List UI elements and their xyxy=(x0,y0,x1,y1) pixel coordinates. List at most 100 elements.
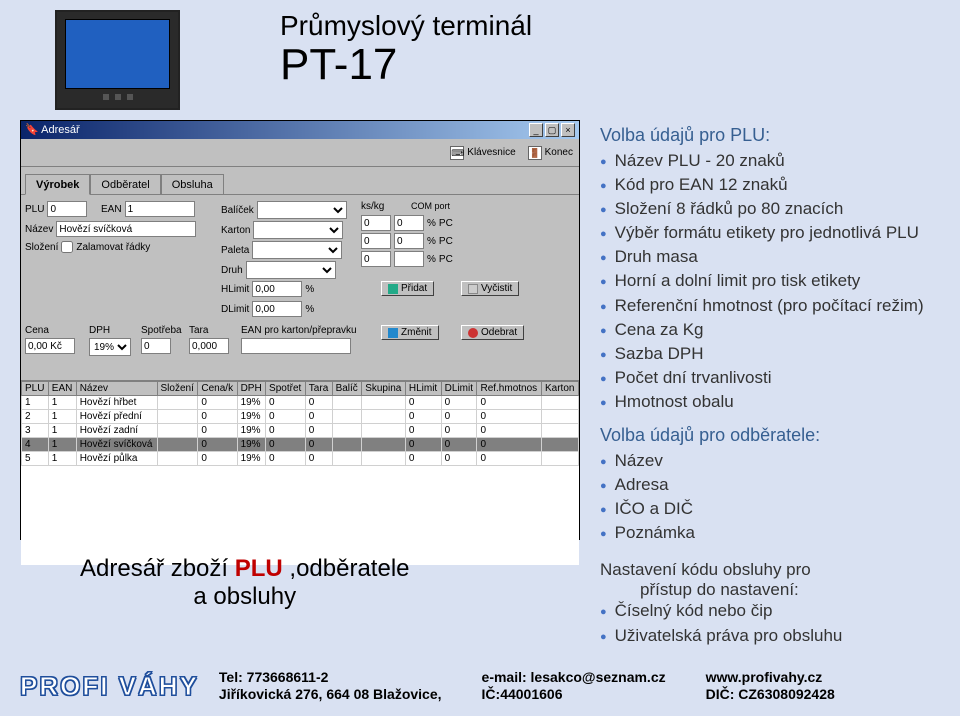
monitor-controls xyxy=(57,94,178,100)
list3-heading-b: přístup do nastavení: xyxy=(600,580,930,600)
input-dlimit[interactable] xyxy=(252,301,302,317)
select-paleta[interactable] xyxy=(252,241,342,259)
select-dph[interactable]: 19% xyxy=(89,338,131,356)
tab-vyrobek[interactable]: Výrobek xyxy=(25,174,90,195)
table-row[interactable]: 51Hovězí půlka019%00000 xyxy=(22,452,579,466)
column-header[interactable]: Karton xyxy=(541,382,578,396)
heading-line2: PT-17 xyxy=(280,40,532,90)
table-row[interactable]: 41Hovězí svíčková019%00000 xyxy=(22,438,579,452)
label-ean: EAN xyxy=(101,204,122,215)
label-ean-prepravka: EAN pro karton/přepravku xyxy=(241,325,357,336)
label-zalamovat: Zalamovat řádky xyxy=(76,242,150,253)
table-row[interactable]: 11Hovězí hřbet019%00000 xyxy=(22,396,579,410)
list-obsluha-fields: Číselný kód nebo čip Uživatelská práva pr… xyxy=(600,600,930,646)
label-pct-h: % xyxy=(305,284,314,295)
change-button[interactable]: Změnit xyxy=(381,325,439,340)
column-header[interactable]: Složení xyxy=(157,382,198,396)
app-window: 🔖 Adresář _ ▢ × ⌨ Klávesnice 🚪 Konec Výr… xyxy=(20,120,580,540)
column-header[interactable]: Spotřet xyxy=(266,382,306,396)
toolbar: ⌨ Klávesnice 🚪 Konec xyxy=(21,139,579,167)
input-cena[interactable] xyxy=(25,338,75,354)
label-paleta: Paleta xyxy=(221,245,249,256)
data-grid[interactable]: PLUEANNázevSloženíCena/kDPHSpotřetTaraBa… xyxy=(21,380,579,565)
column-header[interactable]: Skupina xyxy=(362,382,406,396)
label-plu: PLU xyxy=(25,204,44,215)
column-header[interactable]: HLimit xyxy=(405,382,441,396)
heading-line1: Průmyslový terminál xyxy=(280,10,532,42)
column-header[interactable]: Cena/k xyxy=(198,382,237,396)
list2-heading: Volba údajů pro odběratele: xyxy=(600,425,930,446)
column-header[interactable]: DLimit xyxy=(441,382,477,396)
tab-obsluha[interactable]: Obsluha xyxy=(161,174,224,194)
label-karton: Karton xyxy=(221,225,250,236)
select-balicek[interactable] xyxy=(257,201,347,219)
footer-tel: Tel: 773668611-2 xyxy=(219,669,442,687)
list-item: Složení 8 řádků po 80 znacích xyxy=(600,198,930,220)
input-tara[interactable] xyxy=(189,338,229,354)
list-item: Referenční hmotnost (pro počítací režim) xyxy=(600,295,930,317)
column-header[interactable]: PLU xyxy=(22,382,49,396)
list-item: IČO a DIČ xyxy=(600,498,930,520)
label-balicek: Balíček xyxy=(221,205,254,216)
column-header[interactable]: EAN xyxy=(48,382,76,396)
column-header[interactable]: Název xyxy=(76,382,157,396)
delete-icon xyxy=(468,328,478,338)
clear-button[interactable]: Vyčistit xyxy=(461,281,519,296)
label-slozeni: Složení xyxy=(25,242,58,253)
input-hlimit[interactable] xyxy=(252,281,302,297)
page-heading: Průmyslový terminál PT-17 xyxy=(280,10,532,90)
input-kskg-2[interactable] xyxy=(361,233,391,249)
label-hlimit: HLimit xyxy=(221,284,249,295)
list-item: Horní a dolní limit pro tisk etikety xyxy=(600,270,930,292)
list-item: Počet dní trvanlivosti xyxy=(600,367,930,389)
keyboard-button[interactable]: ⌨ Klávesnice xyxy=(450,146,515,160)
input-com-2[interactable] xyxy=(394,233,424,249)
list-item: Název xyxy=(600,450,930,472)
input-kskg-3[interactable] xyxy=(361,251,391,267)
input-ean-prepravka[interactable] xyxy=(241,338,351,354)
list-item: Cena za Kg xyxy=(600,319,930,341)
column-header[interactable]: Ref.hmotnos xyxy=(477,382,542,396)
footer-addr: Jiříkovická 276, 664 08 Blažovice, xyxy=(219,686,442,704)
input-ean[interactable] xyxy=(125,201,195,217)
label-kskg: ks/kg xyxy=(361,201,384,212)
list-item: Číselný kód nebo čip xyxy=(600,600,930,622)
keyboard-icon: ⌨ xyxy=(450,146,464,160)
column-header[interactable]: DPH xyxy=(237,382,265,396)
select-druh[interactable] xyxy=(246,261,336,279)
input-kskg-1[interactable] xyxy=(361,215,391,231)
label-dlimit: DLimit xyxy=(221,304,249,315)
list-item: Kód pro EAN 12 znaků xyxy=(600,174,930,196)
input-com-3[interactable] xyxy=(394,251,424,267)
input-nazev[interactable] xyxy=(56,221,196,237)
tab-bar: Výrobek Odběratel Obsluha xyxy=(21,167,579,195)
monitor-thumbnail xyxy=(55,10,180,110)
add-button[interactable]: Přidat xyxy=(381,281,434,296)
plus-icon xyxy=(388,284,398,294)
table-row[interactable]: 21Hovězí přední019%00000 xyxy=(22,410,579,424)
label-druh: Druh xyxy=(221,265,243,276)
input-spotreba[interactable] xyxy=(141,338,171,354)
column-header[interactable]: Tara xyxy=(305,382,332,396)
label-pc3: PC xyxy=(439,254,453,265)
close-button[interactable]: × xyxy=(561,123,575,137)
section-title: Adresář zboží PLU ,odběratele a obsluhy xyxy=(80,555,410,611)
select-karton[interactable] xyxy=(253,221,343,239)
column-header[interactable]: Balíč xyxy=(332,382,362,396)
input-com-1[interactable] xyxy=(394,215,424,231)
label-pc1: PC xyxy=(439,218,453,229)
list-item: Poznámka xyxy=(600,522,930,544)
logo: PROFI VÁHY xyxy=(20,671,199,702)
table-row[interactable]: 31Hovězí zadní019%00000 xyxy=(22,424,579,438)
maximize-button[interactable]: ▢ xyxy=(545,123,559,137)
input-plu[interactable] xyxy=(47,201,87,217)
clear-icon xyxy=(468,284,478,294)
list-item: Uživatelská práva pro obsluhu xyxy=(600,625,930,647)
tab-odberatel[interactable]: Odběratel xyxy=(90,174,160,194)
minimize-button[interactable]: _ xyxy=(529,123,543,137)
check-zalamovat[interactable] xyxy=(61,241,73,253)
remove-button[interactable]: Odebrat xyxy=(461,325,524,340)
exit-button[interactable]: 🚪 Konec xyxy=(528,146,573,160)
list-item: Adresa xyxy=(600,474,930,496)
label-tara: Tara xyxy=(189,325,208,336)
